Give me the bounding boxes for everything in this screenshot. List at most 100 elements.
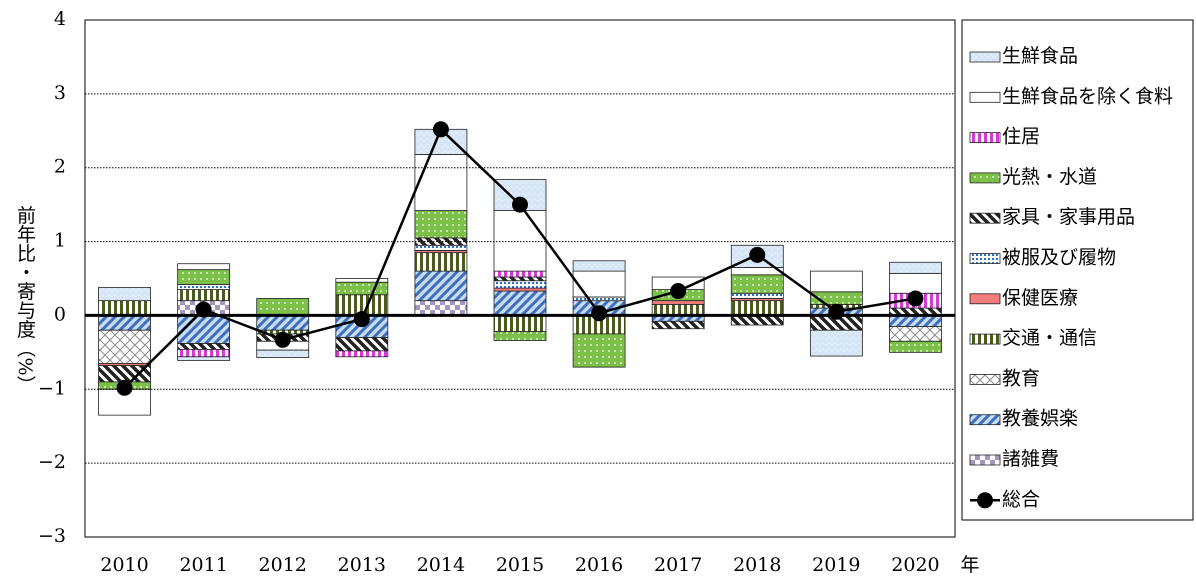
legend-label: 諸雑費 [1002,448,1059,470]
bar-segment [177,315,231,344]
bar-segment [256,349,310,358]
total-point [670,283,687,300]
y-axis-label: 前年比・寄与度（%） [14,205,36,394]
y-tick-label: −1 [38,377,66,399]
legend-swatch [969,373,1001,385]
total-point [195,301,212,318]
bar-segment [493,276,547,282]
bar-segment [98,315,151,331]
bar-segment [414,252,468,272]
x-tick-label: 2013 [338,554,386,576]
y-tick-label: 0 [54,303,66,325]
bar-segment [809,270,863,293]
bar-segment [177,356,231,361]
y-tick-label: −2 [38,451,66,473]
bar-segment [335,281,389,296]
x-tick-label: 2011 [179,554,227,576]
total-point [591,305,608,322]
bar-segment [177,269,231,285]
bar-segment [493,287,547,292]
bar-segment [177,284,231,290]
legend-label: 保健医療 [1002,287,1078,309]
total-point [512,196,528,213]
x-tick-label: 2014 [417,554,465,576]
bar-segment [572,333,626,368]
bar-segment [730,300,784,316]
x-axis-label: 年 [960,554,979,576]
total-point [749,246,766,263]
legend-frame [961,19,1194,521]
bar-segment [177,349,231,358]
bar-segment [177,343,231,350]
bar-segment [730,274,784,294]
legend-swatch [969,132,1001,144]
bar-segment [98,329,151,364]
bar-segment [493,331,547,341]
bar-segment [98,300,151,316]
legend-swatch [969,91,1001,103]
bar-segment [889,272,942,294]
bar-segment [335,337,389,352]
bar-segment [493,290,547,316]
x-tick-label: 2016 [575,554,623,576]
legend-label: 光熱・水道 [1002,166,1097,188]
x-tick-label: 2015 [496,554,544,576]
total-point [353,311,370,328]
x-tick-label: 2010 [100,554,148,576]
bar-segment [493,270,547,278]
legend-label: 生鮮食品 [1002,45,1078,67]
x-tick-label: 2020 [891,554,939,576]
total-point [274,331,291,348]
bar-segment [889,326,942,342]
legend-label: 交通・通信 [1002,327,1097,349]
legend-label: 被服及び履物 [1002,247,1116,269]
bar-segment [177,289,231,302]
bar-segment [809,329,863,357]
bar-segment [889,340,942,353]
y-tick-label: −3 [38,525,66,547]
bar-segment [651,303,705,316]
legend-swatch [969,414,1001,426]
y-tick-label: 1 [54,230,66,252]
legend-label: 生鮮食品を除く食料 [1002,85,1173,107]
bar-segment [414,244,468,251]
bar-segment [889,261,942,274]
x-tick-label: 2018 [733,554,781,576]
plot-frame [84,19,956,538]
bar-segment [256,298,310,316]
x-tick-label: 2017 [654,554,702,576]
total-point [907,290,924,307]
legend-label: 住居 [1002,126,1040,148]
bar-segment [572,296,626,302]
bar-segment [414,154,468,211]
legend-swatch [969,293,1001,305]
bar-segment [493,280,547,289]
total-point [828,303,845,320]
bar-segment [651,300,705,305]
legend-swatch [969,172,1001,184]
bar-segment [256,315,310,331]
bar-segment [493,315,547,333]
bar-segment [177,263,231,271]
bar-segment [651,320,705,330]
bar-segment [889,315,942,327]
y-tick-label: 2 [54,156,66,178]
total-point [432,121,449,138]
y-tick-label: 4 [54,8,66,30]
bar-segment [730,292,784,299]
legend-label: 家具・家事用品 [1002,206,1135,228]
bar-segment [572,270,626,298]
legend-label: 教養娯楽 [1002,408,1078,430]
legend-swatch [969,51,1001,63]
legend-swatch [969,253,1001,264]
bar-segment [335,350,389,358]
legend-swatch [969,333,1001,345]
total-point [116,379,133,396]
bar-segment [98,286,151,302]
bar-segment [414,237,468,246]
x-tick-label: 2019 [812,554,860,576]
legend-swatch [969,212,1001,224]
legend-swatch [969,454,1001,466]
bar-segment [414,270,468,302]
